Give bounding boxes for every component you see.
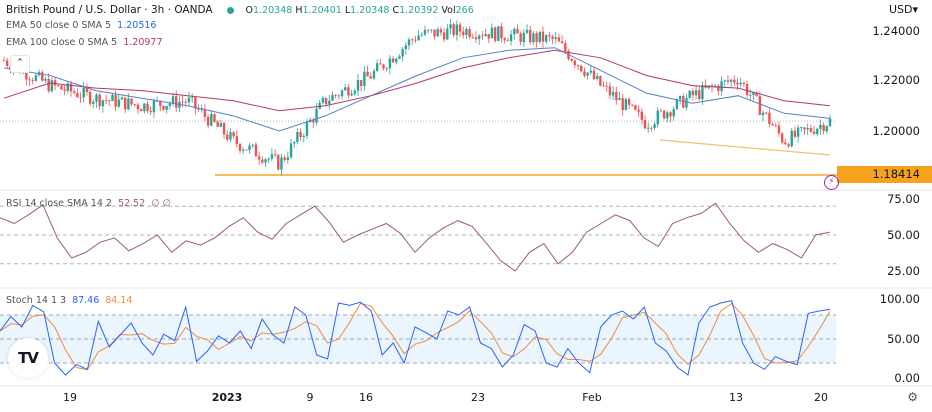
stoch-d-value: 84.14 [105,295,133,306]
stoch-legend[interactable]: Stoch 14 1 3 87.46 84.14 [6,295,133,306]
rsi-extra: ∅ ∅ [151,198,171,209]
ema100-value: 1.20977 [123,37,163,48]
lightning-alert-icon[interactable]: ⚡ [824,175,839,190]
rsi-label-50: 50.00 [887,228,920,242]
time-label: 19 [63,391,77,404]
ohlc-values: O1.20348 H1.20401 L1.20348 C1.20392 Vol2… [245,4,474,16]
stoch-k-value: 87.46 [72,295,100,306]
symbol-title: British Pound / U.S. Dollar · 3h · OANDA [6,4,213,16]
rsi-label-75: 75.00 [887,192,920,206]
collapse-legend-button[interactable]: ⌃ [10,55,30,73]
ema50-value: 1.20516 [117,20,157,31]
time-label: 23 [471,391,485,404]
time-label: 20 [814,391,828,404]
stoch-label-100: 100.00 [879,292,920,306]
price-label-1.24: 1.24000 [872,24,920,38]
time-label: 13 [729,391,743,404]
settings-gear-icon[interactable]: ⚙ [907,390,918,404]
time-label: 9 [306,391,314,404]
time-label: 16 [359,391,373,404]
rsi-legend[interactable]: RSI 14 close SMA 14 2 52.52 ∅ ∅ [6,198,171,209]
current-price-tag: 1.18414 [837,166,932,183]
price-label-1.20: 1.20000 [872,124,920,138]
ema50-legend[interactable]: EMA 50 close 0 SMA 5 1.20516 [6,20,157,31]
symbol-legend[interactable]: British Pound / U.S. Dollar · 3h · OANDA… [6,4,474,16]
currency-selector[interactable]: USD▾ [888,3,918,16]
time-label: 2023 [211,391,243,404]
tradingview-logo[interactable]: TV [8,338,48,378]
time-label: Feb [582,391,602,404]
price-label-1.22: 1.22000 [872,73,920,87]
ema100-legend[interactable]: EMA 100 close 0 SMA 5 1.20977 [6,37,163,48]
rsi-label-25: 25.00 [887,264,920,278]
stoch-label-50: 50.00 [887,332,920,346]
chevron-down-icon: ▾ [912,3,918,16]
stoch-label-0: 0.00 [894,371,920,385]
rsi-value: 52.52 [117,198,146,209]
market-status-dot-icon [226,6,234,14]
